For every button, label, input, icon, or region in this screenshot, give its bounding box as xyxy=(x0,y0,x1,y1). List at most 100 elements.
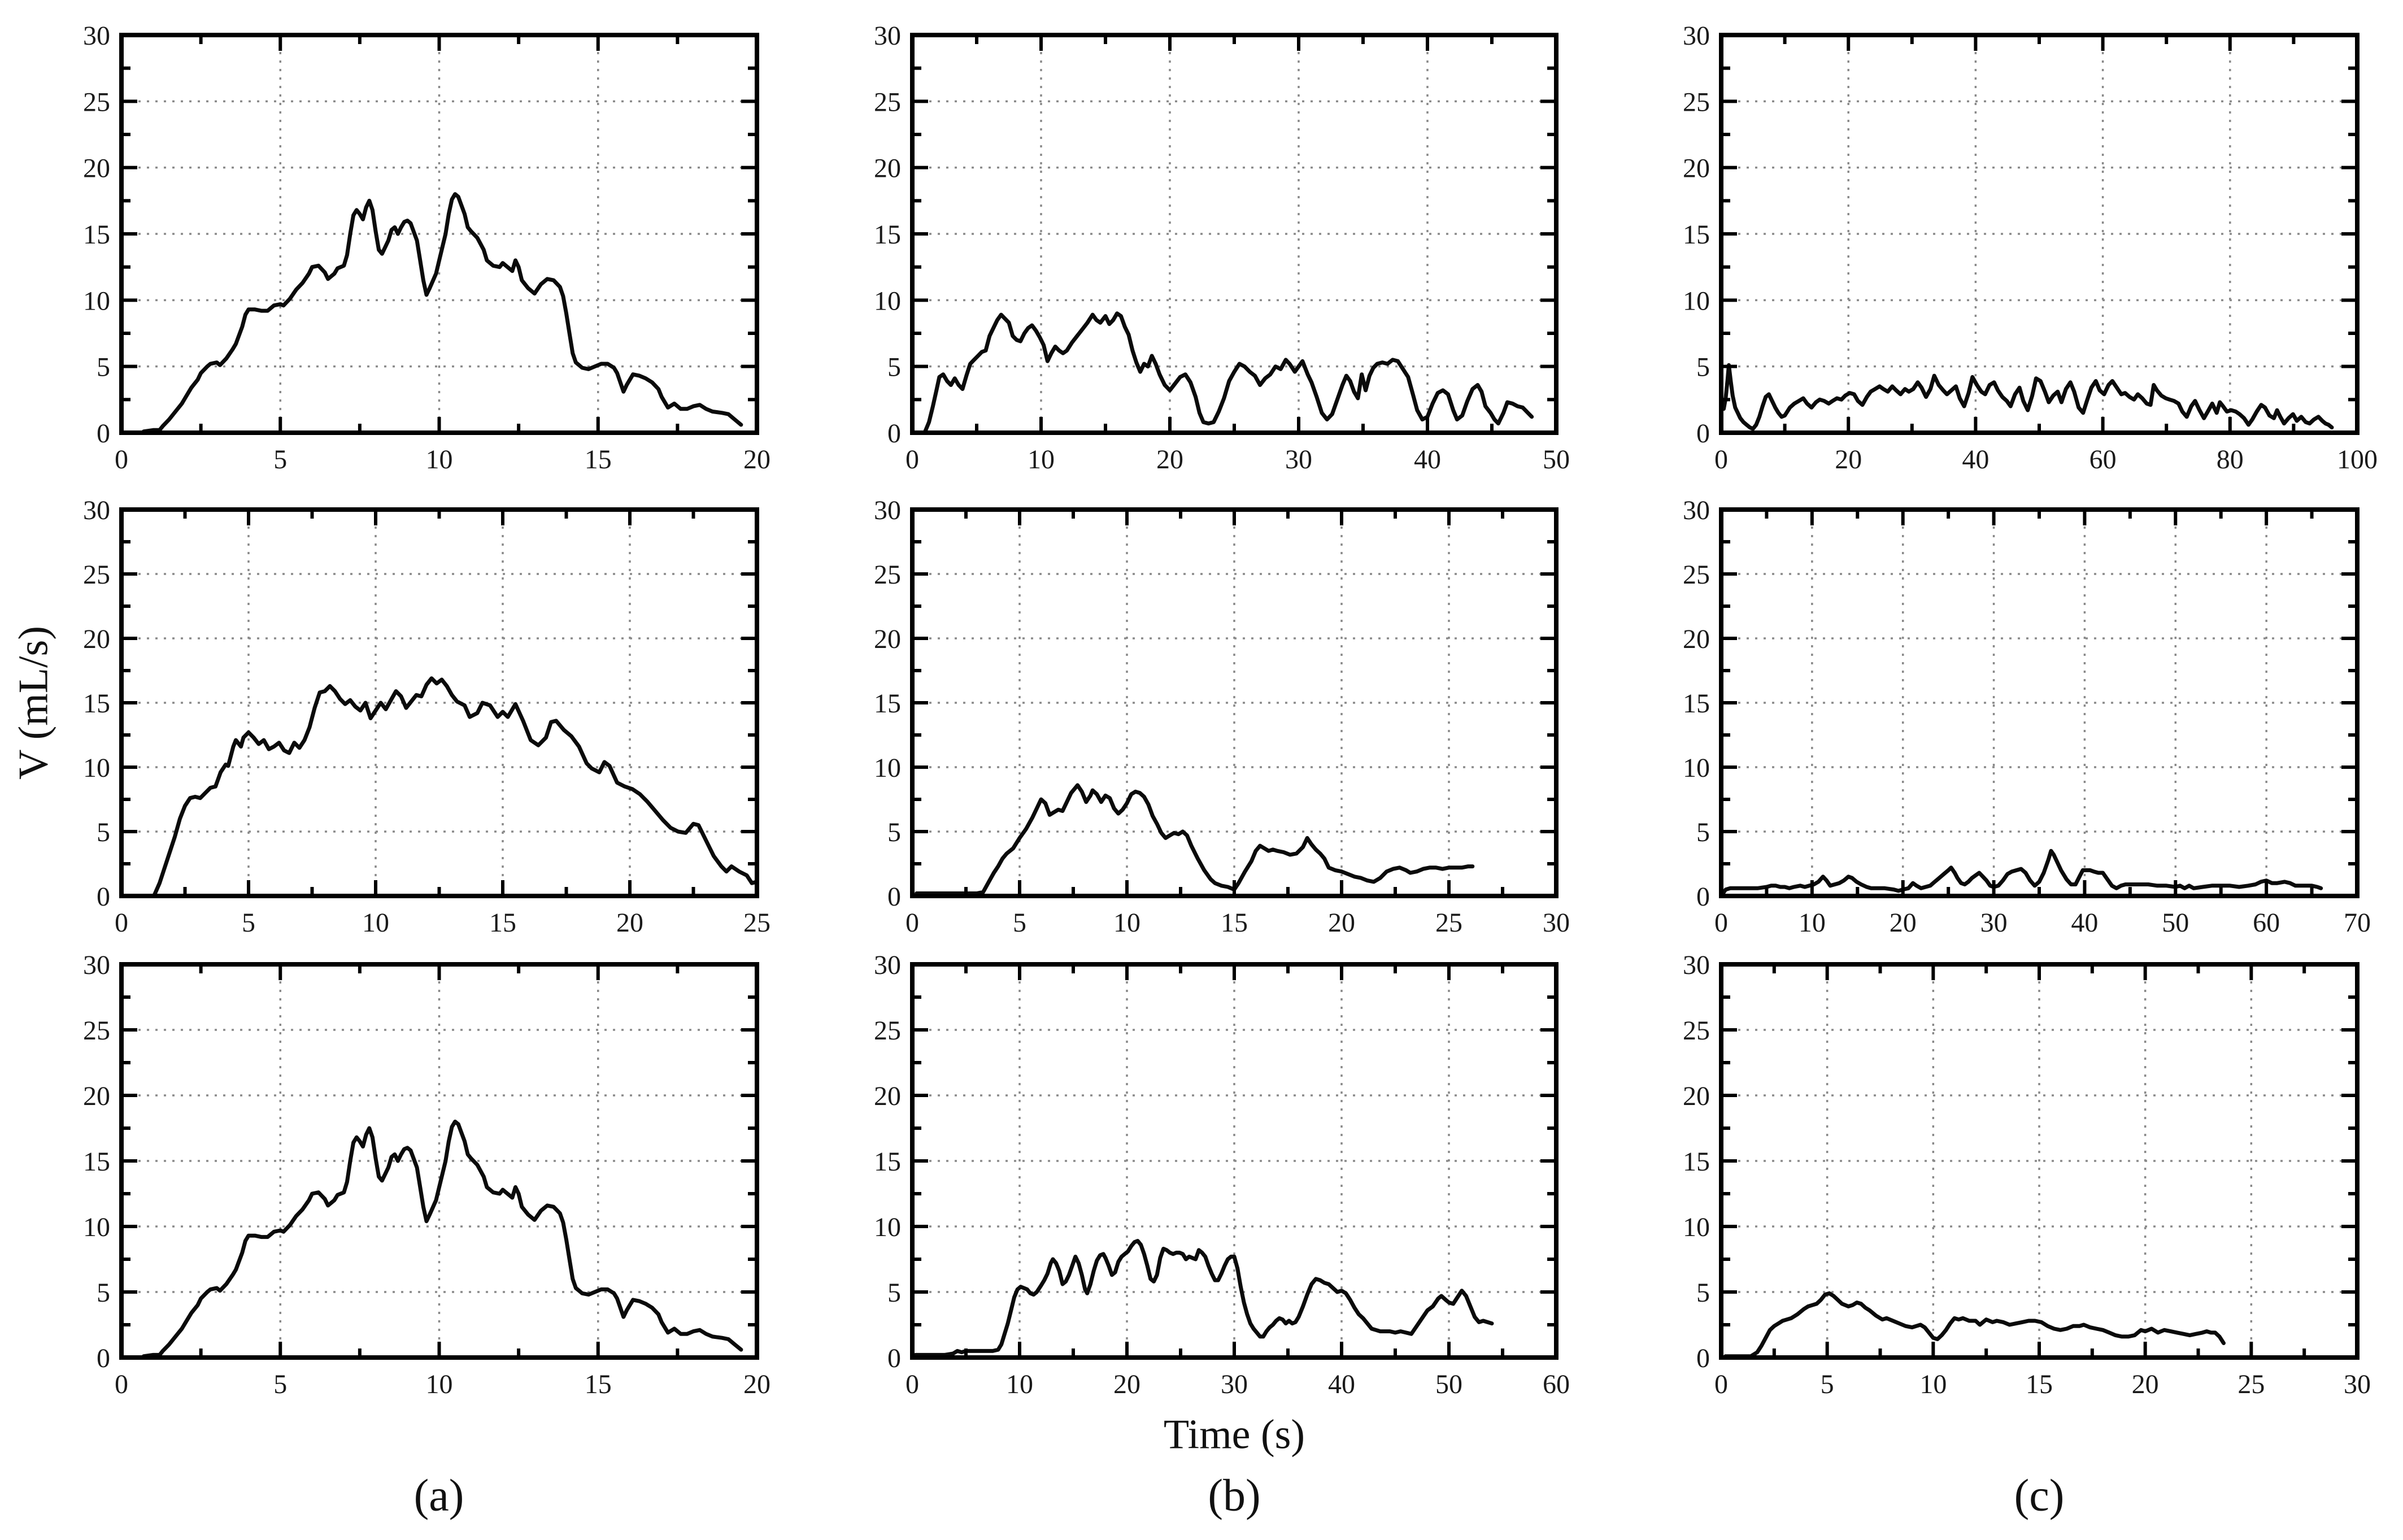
y-tick-label: 10 xyxy=(83,286,110,316)
x-tick-label: 10 xyxy=(1028,445,1055,475)
x-tick-label: 60 xyxy=(1543,1369,1570,1399)
y-tick-label: 20 xyxy=(874,154,901,184)
y-tick-label: 30 xyxy=(83,21,110,51)
y-tick-label: 5 xyxy=(97,1278,110,1308)
y-tick-label: 5 xyxy=(1696,1278,1710,1308)
data-line-b1 xyxy=(923,311,1534,434)
x-tick-label: 50 xyxy=(2162,908,2189,938)
x-tick-label: 15 xyxy=(489,908,516,938)
x-tick-label: 30 xyxy=(1980,908,2008,938)
x-tick-label: 10 xyxy=(1006,1369,1033,1399)
x-tick-label: 40 xyxy=(2071,908,2098,938)
panel-a1: 0 5 10 15 20 0 5 10 15 20 25 30 xyxy=(83,21,770,475)
x-tick-label: 60 xyxy=(2089,445,2117,475)
x-tick-label: 10 xyxy=(1799,908,1826,938)
y-tick-label: 30 xyxy=(874,495,901,525)
y-tick-label: 5 xyxy=(1696,353,1710,382)
x-tick-label: 0 xyxy=(1714,1369,1728,1399)
x-tick-label: 30 xyxy=(2344,1369,2371,1399)
y-tick-label: 10 xyxy=(83,1212,110,1242)
y-tick-label: 15 xyxy=(874,1147,901,1177)
x-tick-label: 0 xyxy=(115,908,128,938)
y-tick-label: 15 xyxy=(83,689,110,719)
x-tick-label: 10 xyxy=(362,908,389,938)
x-axis-label: Time (s) xyxy=(1163,1411,1305,1458)
y-tick-label: 30 xyxy=(874,950,901,980)
x-tick-label: 25 xyxy=(2237,1369,2265,1399)
y-axis-label: V (mL/s) xyxy=(10,625,57,780)
panel-b1: 0 10 20 30 40 50 0 5 10 15 20 25 30 xyxy=(874,21,1570,475)
y-tick-label: 5 xyxy=(887,1278,901,1308)
y-tick-label: 25 xyxy=(83,1016,110,1046)
y-tick-label: 20 xyxy=(1683,1081,1710,1111)
y-tick-label: 5 xyxy=(887,353,901,382)
x-tick-label: 25 xyxy=(1435,908,1462,938)
y-tick-label: 20 xyxy=(1683,154,1710,184)
x-tick-label: 20 xyxy=(1328,908,1355,938)
caption-b: (b) xyxy=(1208,1471,1261,1521)
y-tick-label: 30 xyxy=(1683,21,1710,51)
x-tick-label: 50 xyxy=(1435,1369,1462,1399)
y-tick-label: 30 xyxy=(874,21,901,51)
data-line-b2 xyxy=(915,783,1475,895)
y-tick-label: 0 xyxy=(1696,419,1710,449)
y-tick-label: 30 xyxy=(83,495,110,525)
y-tick-label: 5 xyxy=(1696,817,1710,847)
x-tick-label: 15 xyxy=(2026,1369,2053,1399)
data-line-c2 xyxy=(1721,849,2323,895)
y-tick-label: 0 xyxy=(887,419,901,449)
y-tick-label: 0 xyxy=(1696,882,1710,912)
y-tick-label: 10 xyxy=(83,753,110,783)
y-tick-label: 15 xyxy=(83,1147,110,1177)
y-tick-label: 20 xyxy=(1683,624,1710,654)
y-tick-label: 10 xyxy=(874,1212,901,1242)
x-tick-label: 100 xyxy=(2337,445,2378,475)
x-tick-label: 15 xyxy=(1221,908,1248,938)
y-tick-label: 10 xyxy=(1683,753,1710,783)
panel-c1: 0 20 40 60 80 100 0 5 10 15 20 25 30 xyxy=(1683,21,2378,475)
y-tick-label: 10 xyxy=(1683,1212,1710,1242)
x-tick-label: 0 xyxy=(906,908,919,938)
x-tick-label: 20 xyxy=(1835,445,1862,475)
panel-a3: 0 5 10 15 20 0 5 10 15 20 25 30 xyxy=(83,950,770,1399)
x-tick-label: 30 xyxy=(1543,908,1570,938)
y-tick-label: 0 xyxy=(97,1343,110,1373)
x-tick-label: 5 xyxy=(273,1369,287,1399)
y-tick-label: 15 xyxy=(874,689,901,719)
data-line-c1 xyxy=(1722,363,2334,431)
y-tick-label: 0 xyxy=(97,882,110,912)
x-tick-label: 10 xyxy=(1919,1369,1947,1399)
x-tick-label: 15 xyxy=(585,445,612,475)
x-tick-label: 10 xyxy=(1113,908,1140,938)
x-tick-label: 0 xyxy=(115,1369,128,1399)
y-tick-label: 25 xyxy=(1683,1016,1710,1046)
x-tick-label: 0 xyxy=(906,1369,919,1399)
x-tick-label: 0 xyxy=(115,445,128,475)
x-tick-label: 5 xyxy=(242,908,255,938)
x-tick-label: 20 xyxy=(1156,445,1183,475)
y-tick-label: 20 xyxy=(83,624,110,654)
y-tick-label: 5 xyxy=(97,353,110,382)
x-tick-label: 5 xyxy=(273,445,287,475)
x-tick-label: 20 xyxy=(743,445,770,475)
y-tick-label: 30 xyxy=(1683,495,1710,525)
panel-b3: 0 10 20 30 40 50 60 0 5 10 15 20 25 30 xyxy=(874,950,1570,1399)
caption-a: (a) xyxy=(413,1471,464,1521)
x-tick-label: 40 xyxy=(1328,1369,1355,1399)
y-tick-label: 20 xyxy=(874,1081,901,1111)
x-tick-label: 60 xyxy=(2253,908,2280,938)
y-tick-label: 10 xyxy=(874,753,901,783)
y-tick-label: 25 xyxy=(1683,87,1710,117)
x-tick-label: 30 xyxy=(1285,445,1312,475)
x-tick-label: 40 xyxy=(1414,445,1441,475)
y-tick-label: 15 xyxy=(1683,1147,1710,1177)
caption-c: (c) xyxy=(2014,1471,2065,1521)
x-tick-label: 20 xyxy=(1890,908,1917,938)
y-tick-label: 25 xyxy=(1683,560,1710,590)
y-tick-label: 15 xyxy=(1683,220,1710,250)
data-line-a2 xyxy=(153,676,759,897)
data-line-a1 xyxy=(141,192,743,434)
x-tick-label: 20 xyxy=(2132,1369,2159,1399)
